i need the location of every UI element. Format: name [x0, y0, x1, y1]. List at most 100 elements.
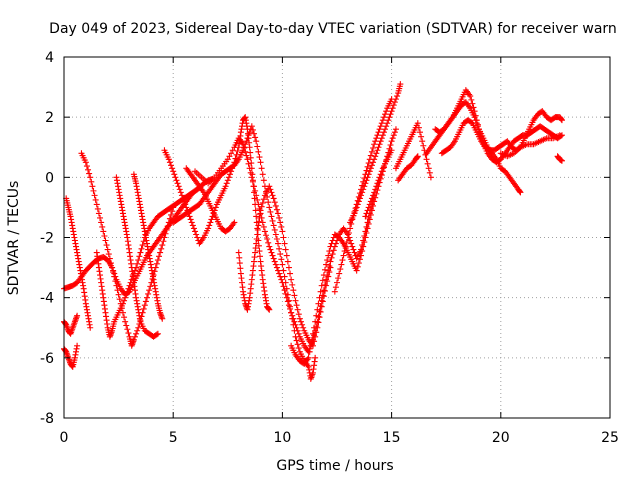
data-point	[253, 213, 260, 220]
data-point	[370, 145, 377, 152]
x-tick-label: 5	[169, 430, 178, 446]
data-point	[372, 186, 379, 193]
data-point	[363, 210, 370, 217]
data-point	[468, 119, 475, 126]
data-point	[131, 333, 138, 340]
data-point	[143, 294, 150, 301]
data-point	[273, 206, 280, 213]
data-point	[272, 202, 279, 209]
data-point	[363, 167, 370, 174]
data-point	[354, 263, 361, 270]
data-point	[293, 302, 300, 309]
y-tick-label: -4	[40, 291, 54, 307]
data-point	[100, 228, 107, 235]
data-point	[267, 246, 274, 253]
data-point	[372, 138, 379, 145]
data-point	[92, 196, 99, 203]
data-point	[351, 249, 358, 256]
data-point	[318, 297, 325, 304]
data-point	[226, 171, 233, 178]
data-point	[183, 204, 190, 211]
data-point	[277, 273, 284, 280]
data-point	[119, 300, 126, 307]
data-point	[326, 263, 333, 270]
data-point	[273, 236, 280, 243]
data-point	[277, 219, 284, 226]
y-tick-label: 0	[45, 170, 54, 186]
data-point	[327, 264, 334, 271]
data-point	[368, 148, 375, 155]
data-point	[83, 163, 90, 170]
data-point	[266, 204, 273, 211]
data-point	[390, 132, 397, 139]
data-point	[362, 234, 369, 241]
data-point	[88, 178, 95, 185]
chart-title: Day 049 of 2023, Sidereal Day-to-day VTE…	[49, 21, 617, 37]
data-point	[258, 165, 265, 172]
data-point	[325, 273, 332, 280]
data-point	[190, 225, 197, 232]
data-point	[427, 174, 434, 181]
data-point	[318, 303, 325, 310]
x-axis-label: GPS time / hours	[276, 458, 393, 474]
data-point	[168, 162, 175, 169]
data-point	[188, 219, 195, 226]
data-point	[300, 324, 307, 331]
data-point	[224, 177, 231, 184]
data-point	[284, 298, 291, 305]
data-point	[252, 187, 259, 194]
data-point	[102, 237, 109, 244]
data-point	[366, 216, 373, 223]
series-16	[362, 147, 395, 220]
x-tick-label: 0	[60, 430, 69, 446]
data-point	[292, 321, 299, 328]
y-tick-label: 4	[45, 50, 54, 66]
series-15	[347, 81, 404, 226]
data-point	[356, 195, 363, 202]
data-point	[335, 275, 342, 282]
series-6	[113, 174, 161, 340]
data-point	[225, 174, 232, 181]
series-18	[395, 153, 421, 184]
data-point	[164, 223, 171, 230]
data-point	[178, 192, 185, 199]
data-point	[256, 248, 263, 255]
data-point	[320, 293, 327, 300]
data-point	[374, 180, 381, 187]
data-point	[426, 169, 433, 176]
data-point	[364, 163, 371, 170]
data-point	[282, 290, 289, 297]
data-point	[361, 239, 368, 246]
data-point	[74, 312, 81, 319]
data-point	[351, 210, 358, 217]
data-point	[348, 240, 355, 247]
series-23	[554, 153, 565, 164]
data-point	[558, 157, 565, 164]
data-point	[236, 260, 243, 267]
data-point	[90, 187, 97, 194]
data-point	[285, 302, 292, 309]
data-point	[107, 260, 114, 267]
data-point	[289, 281, 296, 288]
data-point	[474, 123, 481, 130]
data-point	[259, 219, 266, 226]
data-point	[392, 126, 399, 133]
data-point	[311, 324, 318, 331]
data-point	[371, 156, 378, 163]
data-point	[98, 219, 105, 226]
data-point	[85, 166, 92, 173]
data-point	[289, 312, 296, 319]
data-point	[246, 129, 253, 136]
data-point	[245, 132, 252, 139]
data-point	[273, 264, 280, 271]
data-point	[247, 169, 254, 176]
data-point	[275, 240, 282, 247]
data-point	[329, 251, 336, 258]
data-point	[423, 156, 430, 163]
data-point	[280, 234, 287, 241]
data-point	[267, 186, 274, 193]
data-point	[320, 272, 327, 279]
data-point	[115, 291, 122, 298]
data-point	[228, 150, 235, 157]
data-point	[294, 327, 301, 334]
